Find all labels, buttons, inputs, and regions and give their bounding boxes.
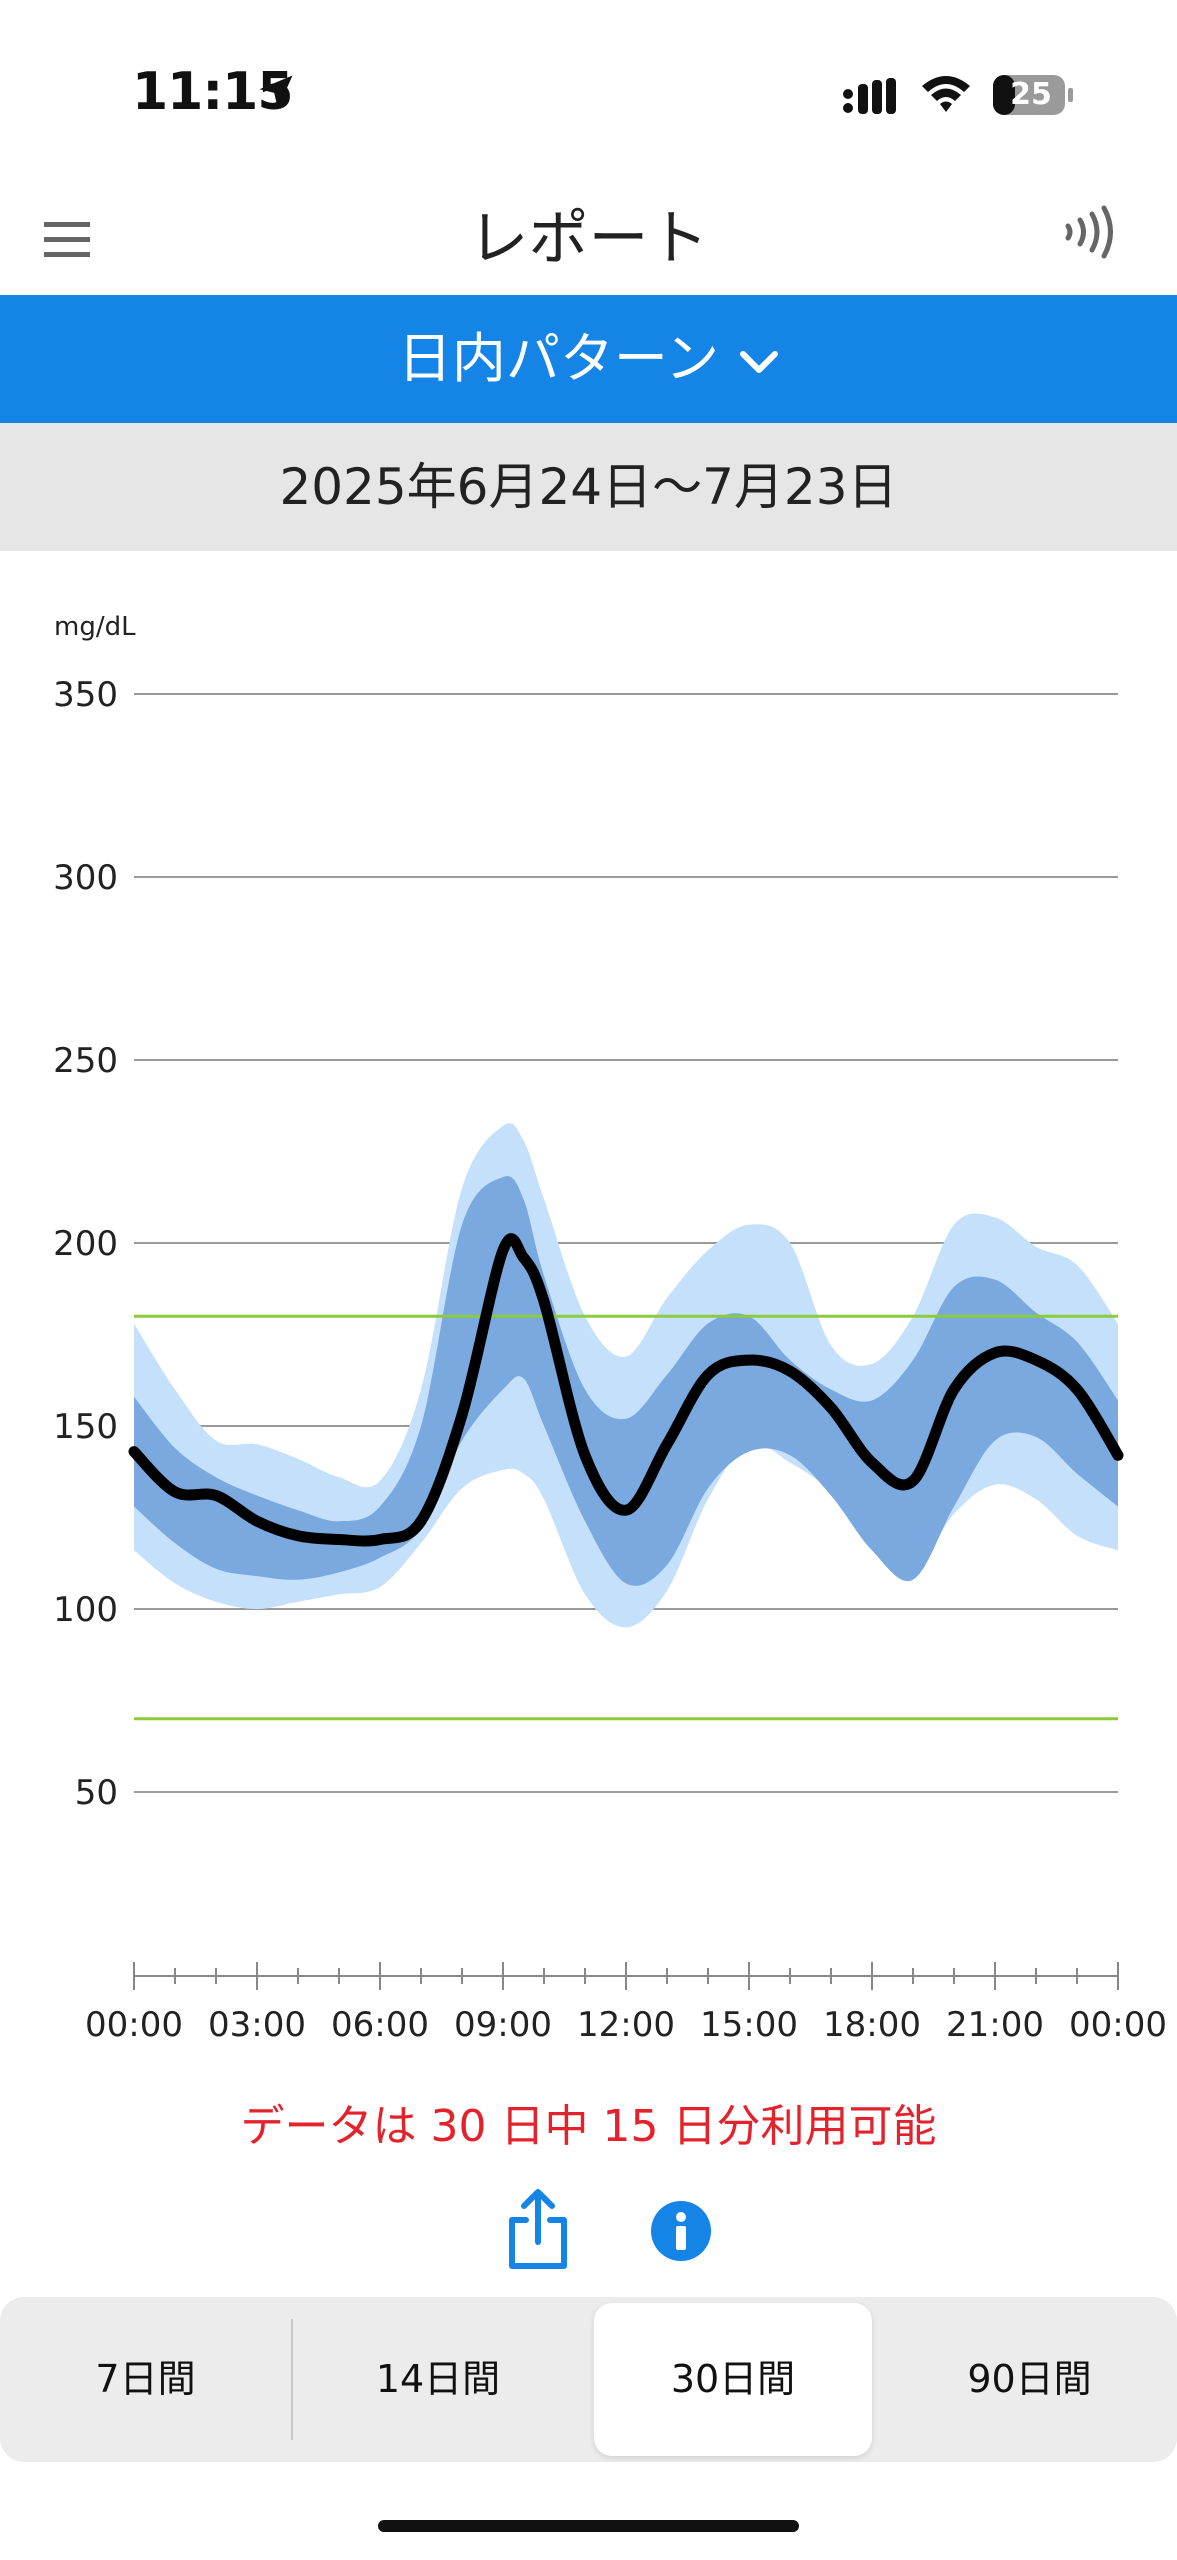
x-tick-label: 06:00	[331, 2005, 429, 2040]
cellular-signal-icon	[843, 78, 896, 114]
y-unit-label: mg/dL	[54, 612, 136, 642]
x-tick-label: 09:00	[454, 2005, 552, 2040]
segment-14-days[interactable]: 14日間	[375, 2357, 501, 2401]
report-type-label: 日内パターン	[0, 295, 1177, 423]
date-range-bar: 2025年6月24日〜7月23日	[0, 423, 1177, 551]
info-icon[interactable]	[650, 2200, 712, 2262]
y-tick-label-200: 200	[53, 1224, 118, 1264]
segment-divider	[291, 2319, 293, 2440]
period-segmented-control: 7日間 14日間 30日間 90日間	[0, 2297, 1177, 2462]
daily-pattern-chart: mg/dL 350 300 250 200 150 100 50 00:00 03:00 06:00…	[53, 612, 1167, 2040]
nfc-scan-icon[interactable]	[1060, 202, 1120, 262]
x-tick-label: 03:00	[208, 2005, 306, 2040]
date-range: 2025年6月24日〜7月23日	[279, 458, 898, 516]
y-tick-label-250: 250	[53, 1041, 118, 1081]
share-icon[interactable]	[506, 2188, 570, 2270]
inner-percentile-band	[134, 1176, 1118, 1586]
battery-icon	[993, 75, 1073, 115]
home-indicator	[378, 2520, 799, 2532]
y-tick-label-50: 50	[75, 1773, 118, 1813]
status-bar: 11:15 25	[0, 0, 1177, 180]
y-tick-label-300: 300	[53, 858, 118, 898]
x-tick-label: 00:00	[85, 2005, 183, 2040]
median-line	[128, 1233, 1124, 1547]
segment-7-days[interactable]: 7日間	[95, 2357, 196, 2401]
y-tick-label-350: 350	[53, 675, 118, 715]
location-arrow-icon	[259, 75, 293, 109]
segment-30-days[interactable]: 30日間	[594, 2303, 872, 2456]
y-tick-label-100: 100	[53, 1590, 118, 1630]
x-tick-label: 15:00	[700, 2005, 798, 2040]
x-tick-label: 00:00	[1069, 2005, 1167, 2040]
hamburger-menu-icon[interactable]	[44, 220, 94, 260]
nav-bar: レポート	[0, 180, 1177, 295]
battery-level: 25	[1010, 77, 1052, 112]
segment-90-days[interactable]: 90日間	[967, 2357, 1092, 2401]
data-availability-notice: データは 30 日中 15 日分利用可能	[240, 2101, 937, 2152]
wifi-icon	[922, 76, 970, 112]
x-tick-label: 18:00	[823, 2005, 921, 2040]
status-time: 11:15	[132, 62, 294, 122]
x-tick-label: 21:00	[946, 2005, 1044, 2040]
chevron-down-icon	[740, 351, 779, 374]
report-type-selector[interactable]: 日内パターン	[0, 295, 1177, 423]
y-tick-label-150: 150	[53, 1407, 118, 1447]
page-title: レポート	[468, 204, 709, 274]
x-tick-label: 12:00	[577, 2005, 675, 2040]
